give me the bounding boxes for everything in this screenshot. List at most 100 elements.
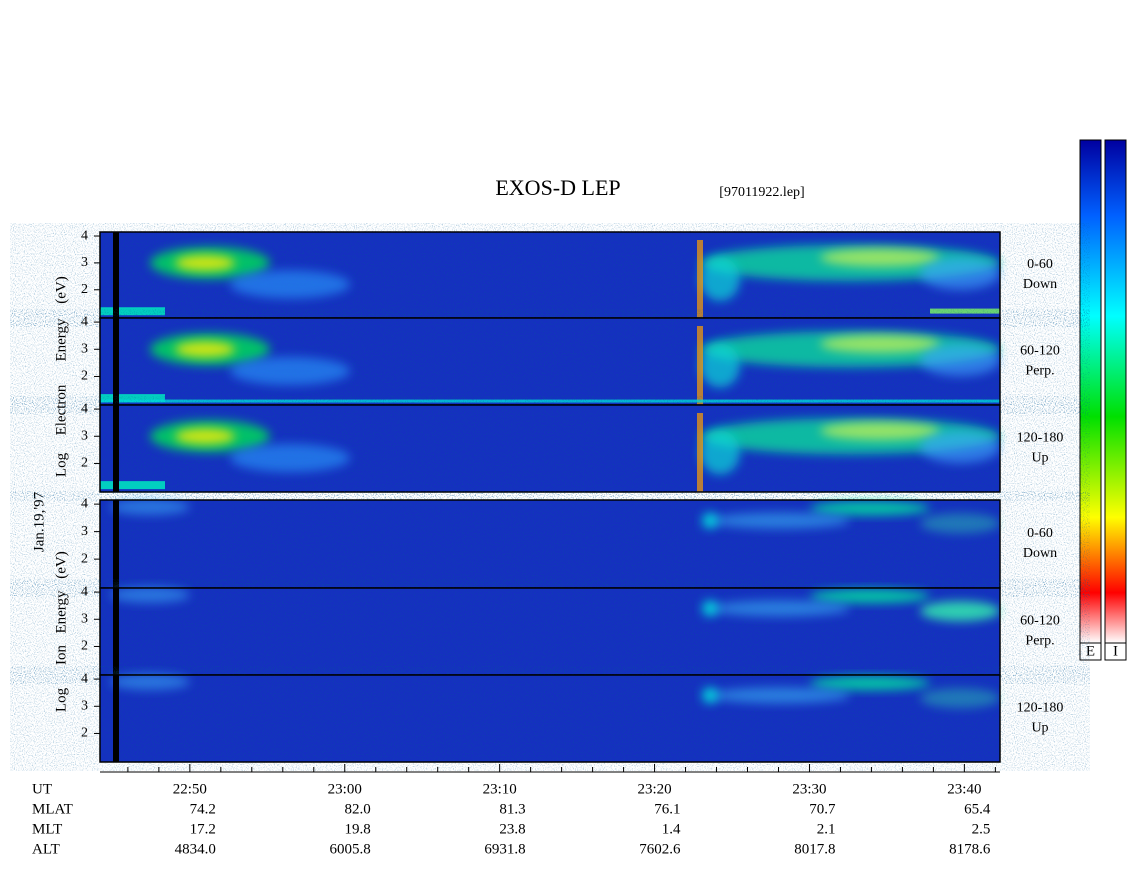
x-tick-label: 23:40	[947, 781, 981, 797]
spectrogram-feature	[230, 270, 350, 299]
direction: Up	[1031, 451, 1048, 466]
spectrogram-feature	[820, 334, 940, 353]
spectrogram-feature	[702, 600, 718, 617]
spectrogram-feature	[920, 601, 1000, 622]
y-axis-label: Electron	[53, 384, 69, 435]
spectrogram-feature	[700, 257, 740, 302]
ephemeris-value: 2.1	[817, 821, 836, 837]
ephemeris-value: 19.8	[345, 821, 371, 837]
spectrogram-feature	[820, 248, 940, 267]
ephemeris-value: 17.2	[190, 821, 216, 837]
data-gap	[113, 500, 119, 588]
direction: Perp.	[1025, 364, 1054, 379]
ephemeris-value: 7602.6	[639, 841, 681, 857]
spectrogram-feature	[697, 326, 703, 405]
pitch-angle: 120-180	[1017, 431, 1064, 446]
direction: Down	[1023, 546, 1057, 561]
colorbar-label: I	[1113, 643, 1118, 659]
direction: Down	[1023, 277, 1057, 292]
colorbar	[1104, 139, 1127, 644]
spectrogram-panel	[99, 404, 1001, 493]
data-gap	[113, 318, 119, 405]
y-axis-label: Ion	[53, 645, 69, 665]
spectrogram-panel	[99, 673, 1001, 763]
x-tick-label: 23:00	[328, 781, 362, 797]
spectrogram-feature	[175, 341, 235, 358]
ephemeris-value: 6931.8	[484, 841, 525, 857]
ephemeris-value: 6005.8	[330, 841, 371, 857]
y-tick-label: 4	[81, 314, 88, 329]
pitch-angle: 0-60	[1027, 526, 1053, 541]
spectrogram-feature	[710, 512, 850, 529]
pitch-angle: 60-120	[1020, 614, 1060, 629]
y-tick-label: 3	[81, 255, 88, 270]
spectrogram-panel	[99, 586, 1001, 676]
spectrogram-feature	[702, 512, 718, 529]
y-axis-label: Log	[53, 687, 69, 712]
y-tick-label: 4	[81, 401, 88, 416]
y-axis-label: Energy	[53, 318, 69, 362]
spectrogram-feature	[930, 308, 1000, 314]
spectrogram-feature	[100, 307, 165, 316]
spectrogram-feature	[920, 431, 1000, 464]
spectrogram-feature	[710, 687, 850, 704]
spectrogram-feature	[700, 430, 740, 475]
y-tick-label: 3	[81, 524, 88, 539]
y-tick-label: 4	[81, 496, 88, 511]
spectrogram-panel	[99, 317, 1001, 406]
spectrogram-feature	[920, 344, 1000, 377]
ephemeris-value: 65.4	[964, 801, 991, 817]
y-tick-label: 2	[81, 456, 88, 471]
ephemeris-value: 4834.0	[175, 841, 216, 857]
spectrogram-feature	[697, 413, 703, 492]
y-tick-label: 2	[81, 282, 88, 297]
panel-frame	[99, 674, 1001, 763]
spectrogram-feature	[110, 498, 190, 515]
ephemeris-value: 2.5	[972, 821, 991, 837]
spectrogram-feature	[700, 343, 740, 388]
y-tick-label: 3	[81, 698, 88, 713]
title: EXOS-D LEP	[495, 175, 620, 200]
date: Jan.19,'97	[31, 491, 47, 552]
y-tick-label: 4	[81, 228, 88, 243]
pitch-angle: 60-120	[1020, 344, 1060, 359]
ephemeris-value: 81.3	[499, 801, 525, 817]
y-tick-label: 2	[81, 639, 88, 654]
spectrogram-feature	[100, 394, 165, 403]
spectrogram-feature	[100, 399, 1000, 403]
colorbar-label: E	[1086, 643, 1095, 659]
y-tick-label: 3	[81, 341, 88, 356]
y-tick-label: 3	[81, 611, 88, 626]
spectrogram-feature	[810, 676, 930, 691]
ephemeris-value: 23.8	[499, 821, 525, 837]
x-tick-label: 23:10	[483, 781, 517, 797]
direction: Perp.	[1025, 634, 1054, 649]
data-gap	[113, 588, 119, 675]
spectrogram-feature	[710, 600, 850, 617]
spectrogram-feature	[820, 421, 940, 440]
row-label: ALT	[32, 841, 60, 857]
colorbar-label-box	[1079, 642, 1102, 661]
colorbar-label-box	[1104, 642, 1127, 661]
panel-frame	[99, 404, 1001, 493]
y-axis-label: (eV)	[53, 551, 69, 578]
spectrogram-feature	[230, 357, 350, 386]
ephemeris-value: 8017.8	[794, 841, 835, 857]
spectrogram-panel	[99, 231, 1001, 319]
y-axis-label: Energy	[53, 590, 69, 634]
colorbar	[1079, 139, 1102, 644]
ephemeris-value: 82.0	[345, 801, 371, 817]
y-tick-label: 2	[81, 369, 88, 384]
x-tick-label: 23:30	[792, 781, 826, 797]
ephemeris-value: 8178.6	[949, 841, 991, 857]
spectrogram-feature	[810, 589, 930, 604]
x-tick-label: 23:20	[637, 781, 671, 797]
spectrogram-feature	[100, 481, 165, 490]
row-label: MLT	[32, 821, 62, 837]
y-axis-label: Log	[53, 452, 69, 477]
pitch-angle: 0-60	[1027, 257, 1053, 272]
spectrogram-feature	[920, 688, 1000, 709]
data-gap	[113, 232, 119, 318]
x-tick-label: 22:50	[173, 781, 207, 797]
